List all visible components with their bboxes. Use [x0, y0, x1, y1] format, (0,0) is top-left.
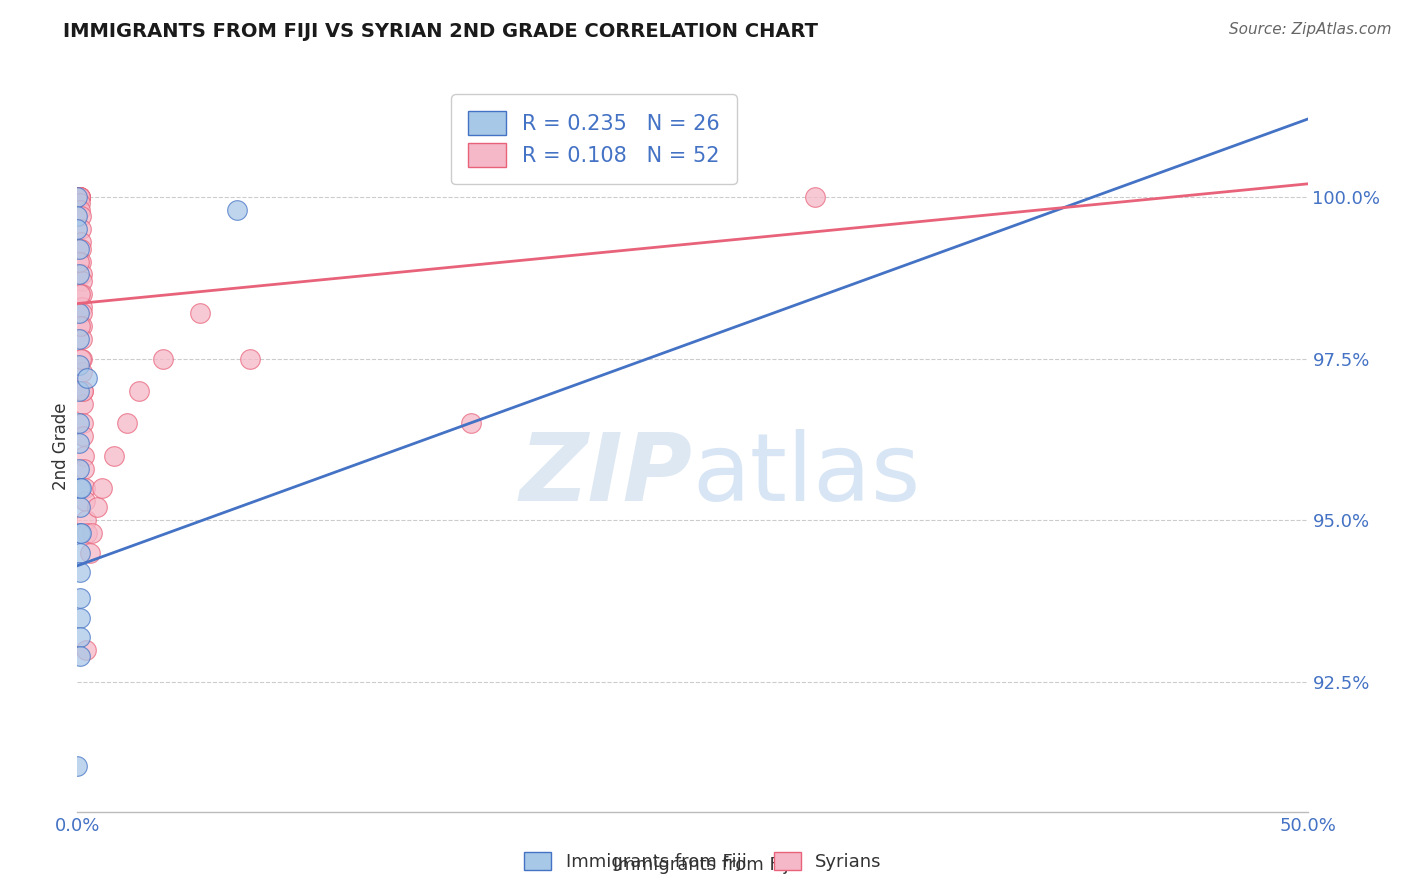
Point — [67, 435, 90, 450]
Point — [73, 461, 96, 475]
Point — [69, 649, 91, 664]
Point — [69, 481, 91, 495]
Point — [103, 449, 125, 463]
Point — [70, 306, 93, 320]
Point — [76, 526, 98, 541]
Point — [70, 254, 93, 268]
Point — [79, 546, 101, 560]
Point — [73, 481, 96, 495]
Point — [76, 371, 98, 385]
Point — [70, 242, 93, 256]
Point — [72, 397, 94, 411]
Point — [70, 286, 93, 301]
Point — [67, 242, 90, 256]
Point — [70, 332, 93, 346]
Point — [75, 494, 97, 508]
Point — [67, 190, 90, 204]
Point — [70, 274, 93, 288]
Point — [152, 351, 174, 366]
Point — [69, 500, 91, 515]
Point — [69, 209, 91, 223]
Point — [69, 222, 91, 236]
Point — [460, 417, 482, 431]
Point — [72, 365, 94, 379]
Point — [72, 429, 94, 443]
Y-axis label: 2nd Grade: 2nd Grade — [52, 402, 70, 490]
Point — [115, 417, 138, 431]
Point — [67, 384, 90, 398]
Point — [69, 190, 91, 204]
Point — [73, 449, 96, 463]
Point — [67, 417, 90, 431]
Text: ZIP: ZIP — [520, 429, 693, 521]
Point — [67, 461, 90, 475]
Point — [188, 306, 212, 320]
Point — [72, 417, 94, 431]
Point — [69, 526, 91, 541]
Point — [69, 190, 91, 204]
Text: atlas: atlas — [693, 429, 921, 521]
Point — [67, 268, 90, 282]
Point — [67, 332, 90, 346]
Point — [75, 513, 97, 527]
Point — [66, 190, 89, 204]
Point — [69, 351, 91, 366]
Point — [67, 190, 90, 204]
Point — [72, 351, 94, 366]
Text: IMMIGRANTS FROM FIJI VS SYRIAN 2ND GRADE CORRELATION CHART: IMMIGRANTS FROM FIJI VS SYRIAN 2ND GRADE… — [63, 22, 818, 41]
Point — [128, 384, 150, 398]
Point — [69, 190, 91, 204]
Point — [66, 222, 89, 236]
Point — [67, 306, 90, 320]
Point — [69, 202, 91, 217]
Point — [69, 630, 91, 644]
Point — [75, 643, 97, 657]
Point — [69, 566, 91, 580]
Legend: Immigrants from Fiji, Syrians: Immigrants from Fiji, Syrians — [517, 845, 889, 879]
Point — [69, 319, 91, 334]
Point — [72, 384, 94, 398]
Point — [70, 319, 93, 334]
Point — [69, 235, 91, 249]
Point — [82, 526, 104, 541]
Point — [90, 481, 114, 495]
Text: Source: ZipAtlas.com: Source: ZipAtlas.com — [1229, 22, 1392, 37]
Point — [66, 759, 89, 773]
Point — [66, 209, 89, 223]
Point — [804, 190, 827, 204]
Point — [70, 481, 93, 495]
Point — [69, 196, 91, 211]
Point — [69, 190, 91, 204]
Text: Immigrants from Fiji: Immigrants from Fiji — [613, 856, 793, 874]
Point — [69, 591, 91, 606]
Point — [69, 526, 91, 541]
Point — [239, 351, 262, 366]
Point — [69, 190, 91, 204]
Legend: R = 0.235   N = 26, R = 0.108   N = 52: R = 0.235 N = 26, R = 0.108 N = 52 — [451, 95, 737, 184]
Point — [69, 286, 91, 301]
Point — [86, 500, 108, 515]
Point — [226, 202, 249, 217]
Point — [69, 610, 91, 624]
Point — [70, 268, 93, 282]
Point — [70, 300, 93, 314]
Point — [67, 254, 90, 268]
Point — [69, 546, 91, 560]
Point — [67, 358, 90, 372]
Point — [67, 190, 90, 204]
Point — [72, 384, 94, 398]
